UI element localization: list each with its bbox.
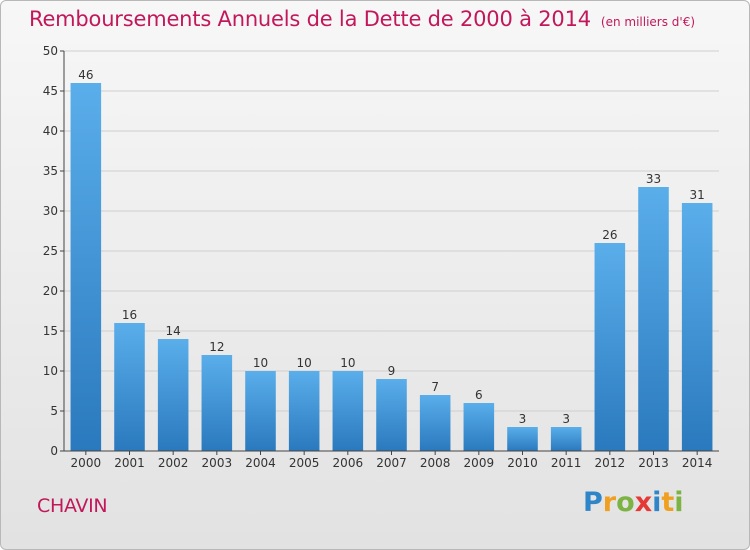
y-tick-label: 40 <box>43 124 58 138</box>
bar <box>419 395 451 451</box>
y-tick-label: 45 <box>43 84 58 98</box>
bar <box>463 403 495 451</box>
y-tick-label: 10 <box>43 364 58 378</box>
x-tick-label: 2006 <box>333 456 364 470</box>
x-tick-label: 2007 <box>376 456 407 470</box>
bar <box>70 83 102 451</box>
x-tick-label: 2011 <box>551 456 582 470</box>
data-label: 16 <box>122 308 137 322</box>
proxiti-logo[interactable]: Proxiti <box>583 487 684 518</box>
logo-letter: i <box>674 487 684 518</box>
x-tick-label: 2002 <box>158 456 189 470</box>
bar <box>157 339 189 451</box>
x-tick-label: 2005 <box>289 456 320 470</box>
data-label: 3 <box>519 412 527 426</box>
data-label: 9 <box>388 364 396 378</box>
data-label: 14 <box>166 324 181 338</box>
data-label: 10 <box>297 356 312 370</box>
x-tick-label: 2000 <box>71 456 102 470</box>
data-label: 6 <box>475 388 483 402</box>
bar <box>507 427 538 451</box>
y-tick-label: 0 <box>50 444 58 458</box>
x-tick-label: 2013 <box>638 456 669 470</box>
data-label: 31 <box>690 188 705 202</box>
data-label: 7 <box>431 380 439 394</box>
bar <box>550 427 582 451</box>
data-label: 33 <box>646 172 661 186</box>
chart-title-main: Remboursements Annuels de la Dette de 20… <box>29 7 591 31</box>
logo-letter: x <box>634 487 653 518</box>
x-tick-label: 2001 <box>114 456 145 470</box>
logo-letter: r <box>602 487 617 518</box>
bar <box>681 203 713 451</box>
y-tick-label: 50 <box>43 44 58 58</box>
x-tick-label: 2014 <box>682 456 713 470</box>
data-label: 3 <box>562 412 570 426</box>
commune-name: CHAVIN <box>37 495 108 517</box>
bar <box>288 371 320 451</box>
chart-title: Remboursements Annuels de la Dette de 20… <box>29 7 695 31</box>
data-label: 12 <box>209 340 224 354</box>
y-tick-label: 35 <box>43 164 58 178</box>
x-tick-label: 2004 <box>245 456 276 470</box>
y-tick-label: 30 <box>43 204 58 218</box>
x-tick-label: 2003 <box>202 456 233 470</box>
logo-letter: o <box>616 487 635 518</box>
data-label: 10 <box>253 356 268 370</box>
y-tick-label: 20 <box>43 284 58 298</box>
data-label: 10 <box>340 356 355 370</box>
x-tick-label: 2009 <box>464 456 495 470</box>
logo-letter: P <box>583 487 603 518</box>
y-tick-label: 5 <box>50 404 58 418</box>
data-label: 46 <box>78 68 93 82</box>
bar <box>114 323 145 451</box>
chart-title-unit: (en milliers d'€) <box>600 15 696 29</box>
bar <box>201 355 233 451</box>
logo-letter: t <box>661 487 675 518</box>
bar <box>245 371 276 451</box>
y-tick-label: 15 <box>43 324 58 338</box>
data-label: 26 <box>602 228 617 242</box>
y-axis: 0 5 10 15 20 25 30 35 40 45 50 <box>43 44 65 458</box>
bar <box>638 187 669 451</box>
logo-letter: i <box>652 487 662 518</box>
bar <box>376 379 407 451</box>
x-tick-label: 2010 <box>507 456 538 470</box>
x-axis: 2000 2001 2002 2003 2004 2005 2006 2007 2008 2009… <box>64 450 719 470</box>
x-tick-label: 2012 <box>595 456 626 470</box>
x-tick-label: 2008 <box>420 456 451 470</box>
bar <box>332 371 364 451</box>
y-tick-label: 25 <box>43 244 58 258</box>
bar <box>594 243 626 451</box>
